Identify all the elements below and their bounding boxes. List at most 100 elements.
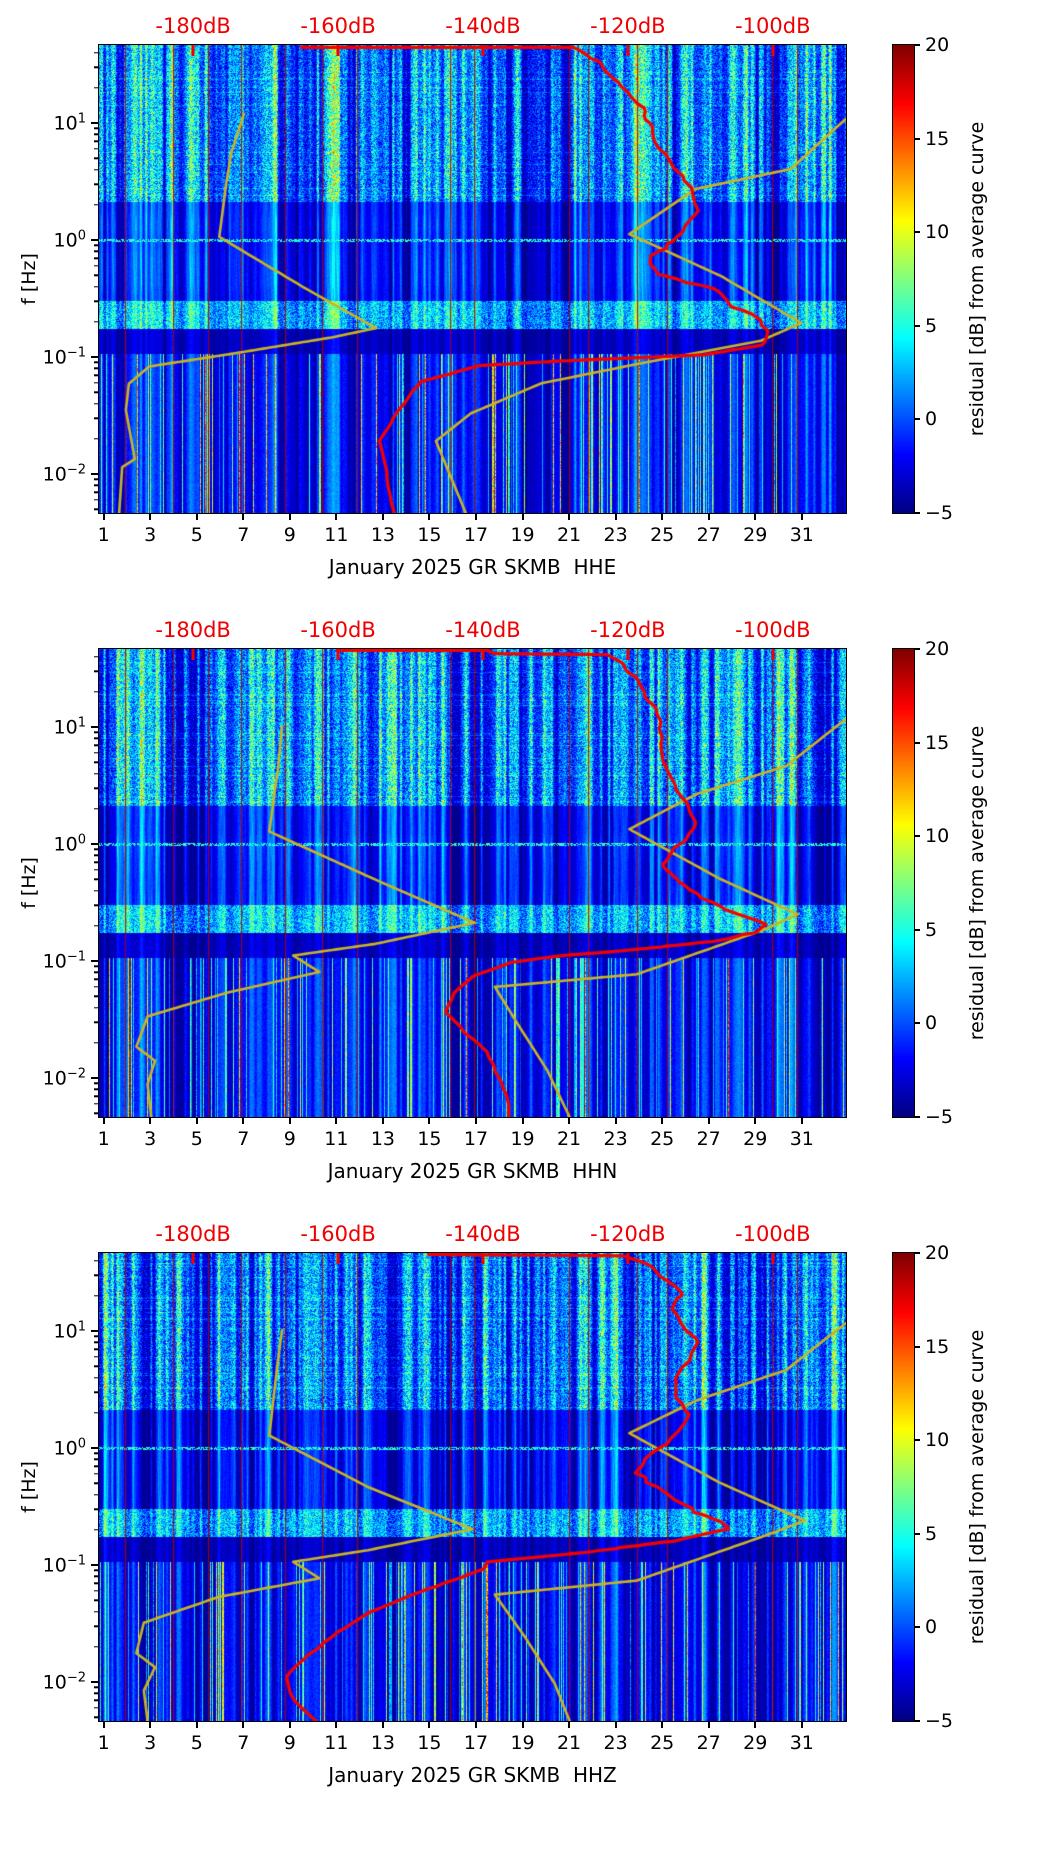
y-minor-tick-mark (94, 374, 99, 376)
top-db-tick-mark (771, 649, 775, 660)
y-minor-tick-mark (94, 257, 99, 259)
x-tick-label: 7 (237, 524, 250, 546)
y-minor-tick-mark (94, 731, 99, 734)
x-tick-label: 25 (650, 1128, 675, 1150)
x-tick-label: 1 (97, 1732, 110, 1754)
x-tick-label: 7 (237, 1128, 250, 1150)
y-minor-tick-mark (94, 484, 99, 487)
top-db-tick-label: -180dB (155, 1222, 231, 1246)
y-tick-mark (91, 1077, 99, 1079)
spectrogram-canvas (99, 1253, 846, 1721)
y-minor-tick-mark (94, 1707, 99, 1709)
y-tick-label: 101 (54, 111, 86, 134)
y-tick-label: 10−1 (43, 949, 86, 972)
y-tick-mark (91, 960, 99, 962)
x-tick-mark (568, 1117, 571, 1124)
y-minor-tick-mark (94, 244, 99, 247)
y-minor-tick-mark (94, 140, 99, 142)
y-minor-tick-mark (94, 274, 99, 276)
y-minor-tick-mark (94, 737, 99, 740)
x-tick-label: 17 (463, 524, 489, 546)
x-tick-mark (661, 1721, 664, 1728)
top-db-tick-mark (481, 1253, 485, 1264)
y-minor-tick-mark (94, 1590, 99, 1592)
top-db-tick-mark (191, 45, 195, 56)
y-tick-exponent: −2 (66, 1066, 86, 1082)
x-tick-label: 3 (144, 524, 157, 546)
colorbar-tick-mark (914, 1345, 920, 1348)
top-db-tick-label: -120dB (590, 1222, 666, 1246)
colorbar-tick-label: 5 (925, 918, 938, 941)
x-tick-mark (335, 1117, 338, 1124)
colorbar-tick-mark (914, 1116, 920, 1118)
y-minor-tick-mark (94, 391, 99, 393)
y-minor-tick-mark (94, 1042, 99, 1044)
y-minor-tick-mark (94, 1365, 99, 1367)
y-minor-tick-mark (94, 889, 99, 892)
y-minor-tick-mark (94, 1341, 99, 1344)
y-tick-exponent: 1 (77, 715, 86, 731)
x-tick-mark (754, 1117, 757, 1124)
y-minor-tick-mark (94, 761, 99, 763)
y-minor-tick-mark (94, 402, 99, 405)
x-tick-mark (754, 1721, 757, 1728)
colorbar-tick-label: 0 (925, 408, 938, 431)
colorbar-tick-label: −5 (925, 1106, 954, 1128)
top-db-tick-mark (626, 1253, 630, 1264)
y-tick-mark (91, 1681, 99, 1683)
y-minor-tick-mark (94, 157, 99, 159)
y-tick-base: 10 (53, 229, 78, 252)
y-minor-tick-mark (94, 87, 99, 89)
colorbar-title: residual [dB] from average curve (966, 1329, 988, 1645)
y-minor-tick-mark (94, 133, 99, 136)
x-tick-label: 13 (370, 524, 395, 546)
x-tick-mark (102, 513, 105, 520)
y-minor-tick-mark (94, 744, 99, 746)
y-minor-tick-mark (94, 1610, 99, 1613)
x-tick-label: 5 (190, 1732, 203, 1754)
y-minor-tick-mark (94, 285, 99, 288)
colorbar-tick-label: 15 (925, 127, 950, 150)
y-minor-tick-mark (94, 691, 99, 693)
y-minor-tick-mark (94, 1582, 99, 1584)
colorbar: 20 15 10 5 0 −5 residual [dB] from average cu… (892, 638, 988, 1128)
y-minor-tick-mark (94, 772, 99, 775)
colorbar: 20 15 10 5 0 −5 residual [dB] from average cu… (892, 1242, 988, 1732)
x-tick-mark (614, 513, 617, 520)
x-tick-mark (568, 1721, 571, 1728)
y-minor-tick-mark (94, 1599, 99, 1601)
top-db-tick-label: -180dB (155, 14, 231, 38)
y-axis-title: f [Hz] (18, 253, 40, 305)
top-db-tick-mark (771, 45, 775, 56)
x-tick-label: 25 (650, 524, 675, 546)
colorbar-tick-mark (914, 928, 920, 931)
x-tick-label: 15 (417, 1128, 442, 1150)
y-tick-base: 10 (42, 463, 67, 486)
top-db-tick-mark (336, 45, 340, 56)
x-tick-mark (568, 513, 571, 520)
y-tick-label: 101 (54, 1319, 86, 1342)
colorbar-tick-mark (914, 741, 920, 744)
x-tick-mark (102, 1117, 105, 1124)
y-minor-tick-mark (94, 1508, 99, 1510)
x-tick-label: 27 (696, 1732, 721, 1754)
x-tick-label: 9 (283, 524, 296, 546)
y-minor-tick-mark (94, 1391, 99, 1393)
spectrogram-panel-hhe: -180dB -160dB -140dB -120dB -100dB 1 3 5 7 9 11 13… (0, 14, 1052, 648)
x-tick-mark (474, 1117, 477, 1124)
y-tick-mark (91, 122, 99, 124)
spectrogram-canvas (99, 45, 846, 513)
x-tick-mark (521, 513, 524, 520)
y-minor-tick-mark (94, 878, 99, 880)
plot-area: -180dB -160dB -140dB -120dB -100dB 1 3 5 7 9 11 13… (18, 14, 847, 579)
y-minor-tick-mark (94, 1692, 99, 1695)
x-tick-mark (381, 1721, 384, 1728)
y-minor-tick-mark (94, 1465, 99, 1467)
y-minor-tick-mark (94, 869, 99, 871)
y-minor-tick-mark (94, 1493, 99, 1496)
y-tick-mark (91, 473, 99, 475)
x-tick-label: 11 (324, 1732, 349, 1754)
colorbar-gradient (893, 1253, 914, 1721)
y-tick-exponent: 0 (77, 1436, 86, 1452)
x-axis-title: January 2025 GR SKMB HHZ (328, 1763, 617, 1787)
